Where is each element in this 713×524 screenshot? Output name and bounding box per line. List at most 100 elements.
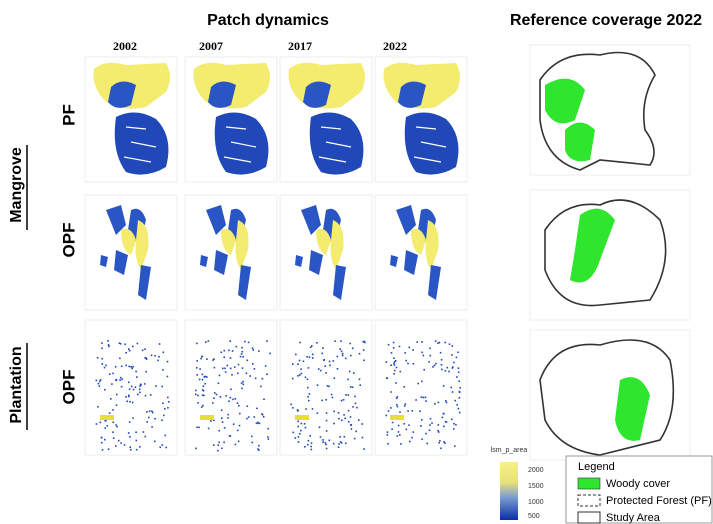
speck	[312, 408, 314, 410]
speck	[129, 421, 131, 423]
speck	[412, 410, 414, 412]
speck	[254, 368, 256, 370]
speck	[404, 423, 406, 425]
speck	[439, 342, 441, 344]
speck	[359, 379, 361, 381]
speck	[351, 424, 353, 426]
speck	[262, 378, 264, 380]
speck	[438, 402, 440, 404]
speck	[441, 359, 443, 361]
colorbar-tick: 500	[528, 513, 540, 520]
speck	[130, 366, 132, 368]
speck	[423, 355, 425, 357]
speck	[167, 397, 169, 399]
speck	[304, 423, 306, 425]
speck	[161, 419, 163, 421]
speck	[341, 400, 343, 402]
map-frame	[85, 320, 177, 455]
speck	[248, 342, 250, 344]
speck	[225, 371, 227, 373]
speck	[326, 412, 328, 414]
legend-item: Study Area	[606, 512, 661, 524]
speck	[251, 436, 253, 438]
speck	[252, 349, 254, 351]
speck	[391, 352, 393, 354]
speck	[425, 433, 427, 435]
speck	[132, 402, 134, 404]
speck	[155, 385, 157, 387]
speck	[136, 440, 138, 442]
speck	[400, 443, 402, 445]
speck	[457, 352, 459, 354]
speck	[338, 443, 340, 445]
speck	[101, 358, 103, 360]
speck	[239, 425, 241, 427]
speck	[195, 394, 197, 396]
speck	[109, 412, 111, 414]
speck	[398, 425, 400, 427]
speck	[452, 345, 454, 347]
speck	[421, 352, 423, 354]
speck	[359, 384, 361, 386]
speck	[420, 425, 422, 427]
speck	[393, 342, 395, 344]
speck	[199, 368, 201, 370]
speck	[124, 444, 126, 446]
speck	[258, 422, 260, 424]
speck	[113, 437, 115, 439]
speck	[318, 368, 320, 370]
speck	[354, 438, 356, 440]
speck	[196, 374, 198, 376]
speck	[165, 447, 167, 449]
speck	[109, 373, 111, 375]
speck	[227, 417, 229, 419]
group-label: Mangrove	[8, 147, 25, 223]
speck	[339, 348, 341, 350]
speck	[101, 342, 103, 344]
speck	[322, 441, 324, 443]
speck	[292, 407, 294, 409]
speck	[324, 365, 326, 367]
speck	[97, 406, 99, 408]
speck	[290, 404, 292, 406]
speck	[125, 396, 127, 398]
speck	[316, 342, 318, 344]
speck	[421, 439, 423, 441]
speck	[158, 356, 160, 358]
speck	[356, 407, 358, 409]
speck	[100, 379, 102, 381]
speck	[167, 361, 169, 363]
speck	[241, 353, 243, 355]
map-pf	[384, 63, 461, 175]
speck	[135, 431, 137, 433]
speck	[423, 369, 425, 371]
speck	[129, 436, 131, 438]
speck	[162, 444, 164, 446]
speck	[299, 342, 301, 344]
speck	[458, 367, 460, 369]
speck	[438, 424, 440, 426]
speck	[362, 341, 364, 343]
speck	[227, 414, 229, 416]
speck	[107, 425, 109, 427]
speck	[263, 398, 265, 400]
speck	[355, 431, 357, 433]
speck	[125, 352, 127, 354]
speck	[146, 421, 148, 423]
speck	[320, 370, 322, 372]
speck	[359, 353, 361, 355]
speck	[431, 422, 433, 424]
speck	[163, 415, 165, 417]
speck	[326, 430, 328, 432]
study-area	[540, 340, 673, 455]
speck	[200, 358, 202, 360]
speck	[148, 417, 150, 419]
speck	[208, 340, 210, 342]
speck	[228, 400, 230, 402]
speck	[99, 385, 101, 387]
speck	[136, 449, 138, 451]
speck	[241, 382, 243, 384]
speck	[445, 421, 447, 423]
speck	[352, 348, 354, 350]
speck	[430, 418, 432, 420]
